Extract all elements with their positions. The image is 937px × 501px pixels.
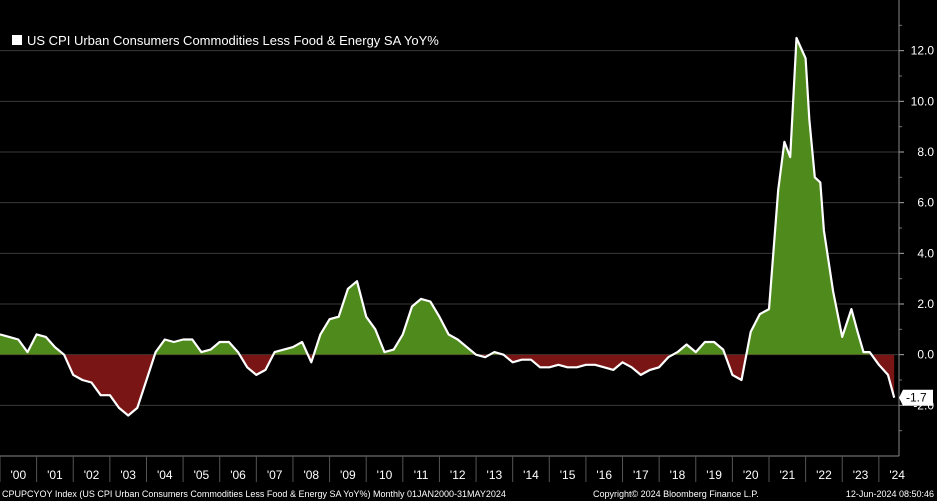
series-line xyxy=(0,36,896,417)
x-tick-label: '15 xyxy=(560,468,576,482)
gridlines xyxy=(0,50,899,406)
footer-timestamp: 12-Jun-2024 08:50:46 xyxy=(845,489,934,499)
x-tick-label: '14 xyxy=(523,468,539,482)
last-value-label: -1.7 xyxy=(906,391,927,405)
y-tick-label: 0.0 xyxy=(917,348,934,362)
x-tick-label: '13 xyxy=(487,468,503,482)
legend-label: US CPI Urban Consumers Commodities Less … xyxy=(27,32,439,48)
footer-index-info: CPUPCYOY Index (US CPI Urban Consumers C… xyxy=(2,489,506,499)
positive-area xyxy=(0,38,872,355)
x-tick-label: '10 xyxy=(377,468,393,482)
x-tick-label: '22 xyxy=(816,468,832,482)
x-tick-label: '12 xyxy=(450,468,466,482)
x-tick-label: '23 xyxy=(853,468,869,482)
y-tick-label: 2.0 xyxy=(917,297,934,311)
y-tick-label: 10.0 xyxy=(911,94,935,108)
x-tick-label: '21 xyxy=(779,468,795,482)
legend: US CPI Urban Consumers Commodities Less … xyxy=(8,31,443,49)
x-tick-label: '06 xyxy=(230,468,246,482)
y-tick-label: 4.0 xyxy=(917,246,934,260)
x-tick-label: '16 xyxy=(596,468,612,482)
x-tick-label: '04 xyxy=(157,468,173,482)
y-axis: -2.00.02.04.06.08.010.012.0 xyxy=(898,0,935,456)
y-tick-label: 12.0 xyxy=(911,44,935,58)
x-tick-label: '09 xyxy=(340,468,356,482)
x-axis: '00 '01 '02 '03 '04 '05 '06 '07 '08 '09 '10 '11 '12 '… xyxy=(0,455,905,482)
x-tick-label: '24 xyxy=(889,468,905,482)
x-tick-label: '19 xyxy=(706,468,722,482)
x-tick-label: '00 xyxy=(10,468,26,482)
x-tick-label: '03 xyxy=(120,468,136,482)
x-tick-label: '07 xyxy=(267,468,283,482)
legend-swatch xyxy=(12,35,22,45)
x-tick-label: '05 xyxy=(194,468,210,482)
x-tick-label: '08 xyxy=(303,468,319,482)
y-tick-label: 6.0 xyxy=(917,196,934,210)
last-value-tag xyxy=(899,389,933,406)
negative-area xyxy=(0,354,895,416)
x-tick-label: '20 xyxy=(743,468,759,482)
x-tick-label: '01 xyxy=(47,468,63,482)
x-tick-label: '17 xyxy=(633,468,649,482)
y-tick-label: 8.0 xyxy=(917,145,934,159)
x-tick-label: '11 xyxy=(414,468,429,482)
x-tick-label: '02 xyxy=(84,468,100,482)
footer-copyright: Copyright© 2024 Bloomberg Finance L.P. xyxy=(593,489,759,499)
last-value-marker: -1.7 xyxy=(899,389,933,406)
x-tick-label: '18 xyxy=(670,468,686,482)
